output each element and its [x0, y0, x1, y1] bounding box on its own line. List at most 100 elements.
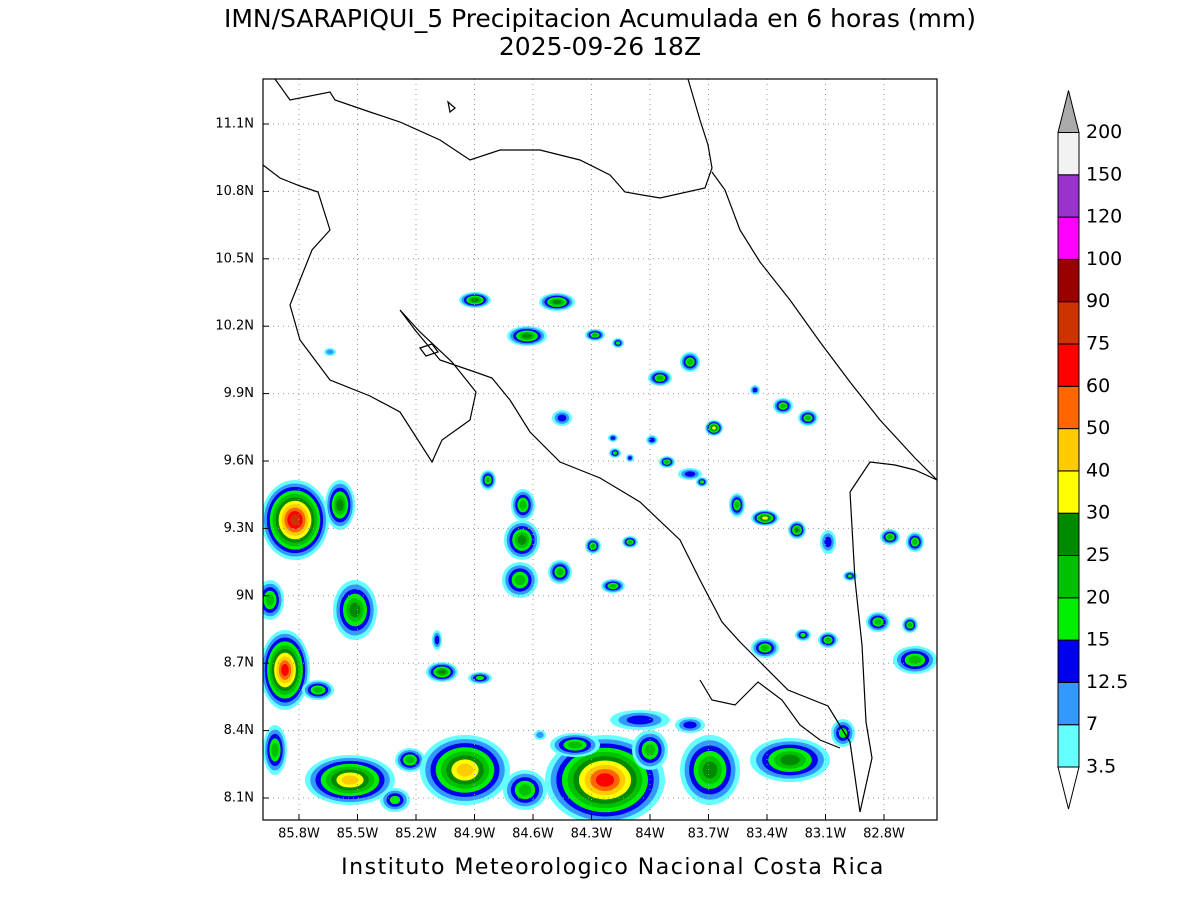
colorbar-label: 12.5: [1086, 671, 1128, 693]
lat-label: 11.1N: [215, 117, 254, 132]
precip-area: [595, 773, 615, 787]
lon-label: 84W: [635, 827, 665, 842]
precip-area: [434, 635, 440, 645]
precip-area: [610, 436, 616, 440]
colorbar-label: 60: [1086, 375, 1110, 397]
precip-area: [517, 535, 527, 545]
lon-label: 85.5W: [337, 827, 379, 842]
precip-area: [341, 775, 359, 785]
precip-area: [438, 669, 446, 675]
precip-area: [281, 663, 289, 677]
precip-area: [475, 675, 485, 681]
lat-label: 10.5N: [215, 251, 254, 266]
colorbar-box: [1057, 555, 1080, 599]
colorbar-label: 75: [1086, 333, 1110, 355]
credit: Instituto Meteorologico Nacional Costa R…: [341, 855, 885, 880]
precip-area: [687, 359, 693, 365]
graticule: 85.8W 85.5W 85.2W 84.9W 84.6W 84.3W 84W 83.7W 83…: [215, 79, 937, 842]
coastline: [711, 171, 937, 481]
coastlines: [263, 79, 937, 813]
colorbar-label: 120: [1086, 206, 1122, 228]
coastline: [263, 164, 861, 813]
colorbar-box: [1057, 343, 1080, 387]
lat-label: 8.1N: [224, 791, 254, 806]
precip-area: [794, 527, 800, 533]
precip-area: [271, 742, 279, 758]
lon-label: 85.8W: [278, 827, 320, 842]
lon-label: 84.3W: [571, 827, 613, 842]
precip-area: [734, 501, 740, 509]
precip-area: [485, 477, 491, 483]
precip-area: [761, 645, 769, 651]
precip-area: [874, 619, 882, 625]
colorbar-box: [1057, 258, 1080, 303]
precip-area: [838, 728, 848, 738]
colorbar-label: 3.5: [1086, 756, 1116, 778]
precip-area: [518, 784, 532, 796]
subtitle: 2025-09-26 18Z: [499, 32, 701, 61]
colorbar-over: [1057, 90, 1080, 133]
lon-label: 83.1W: [805, 827, 847, 842]
map-frame: [262, 78, 938, 821]
precip-area: [456, 763, 474, 777]
precip-area: [824, 536, 832, 548]
precip-area: [522, 333, 532, 339]
precip-area: [780, 754, 800, 766]
lat-label: 9.6N: [224, 454, 254, 469]
precip-area: [557, 414, 567, 422]
colorbar-box: [1057, 597, 1080, 641]
colorbar-label: 50: [1086, 417, 1110, 439]
precip-area: [699, 480, 705, 484]
colorbar-label: 25: [1086, 544, 1110, 566]
lake: [419, 100, 456, 357]
precip-area: [592, 333, 598, 337]
precip-area: [609, 584, 617, 588]
precip-area: [326, 349, 334, 355]
precip-area: [627, 540, 633, 544]
colorbar-box: [1057, 216, 1080, 260]
precip-area: [805, 415, 811, 421]
precip-area: [552, 299, 562, 305]
precip-area: [405, 756, 415, 764]
lat-label: 8.7N: [224, 656, 254, 671]
colorbar-label: 15: [1086, 629, 1110, 651]
colorbar-box: [1057, 681, 1080, 726]
colorbar-under: [1057, 766, 1080, 810]
precip-area: [567, 741, 583, 749]
lat-label: 9N: [236, 588, 254, 603]
precip-area: [712, 426, 716, 430]
precip-area: [825, 637, 831, 643]
coastline: [274, 79, 713, 199]
precip-area: [644, 744, 656, 756]
lat-label: 10.8N: [215, 184, 254, 199]
lon-label: 82.8W: [863, 827, 905, 842]
precip-area: [514, 574, 526, 586]
precip-area: [847, 574, 853, 578]
precip-area: [684, 471, 696, 477]
precip-area: [649, 437, 655, 443]
colorbar: 3.5 7 12.5 15 20 25 30 40 50 60 75 90 100 120 150 200: [1057, 90, 1128, 810]
precip-area: [536, 731, 544, 739]
colorbar-label: 100: [1086, 248, 1122, 270]
precip-area: [313, 687, 323, 693]
precip-area: [349, 602, 361, 618]
precip-area: [800, 632, 806, 638]
colorbar-label: 30: [1086, 502, 1110, 524]
precipitation-field: [263, 292, 937, 820]
precip-area: [612, 451, 618, 455]
precip-area: [908, 656, 922, 664]
colorbar-box: [1057, 132, 1080, 176]
precip-area: [907, 622, 913, 628]
precip-area: [762, 516, 768, 520]
precip-area: [656, 375, 664, 381]
colorbar-label: 40: [1086, 459, 1110, 481]
precip-area: [628, 456, 632, 460]
title: IMN/SARAPIQUI_5 Precipitacion Acumulada …: [224, 4, 976, 33]
lat-label: 10.2N: [215, 319, 254, 334]
precip-area: [389, 795, 401, 805]
precip-area: [290, 514, 300, 526]
lon-label: 84.6W: [512, 827, 554, 842]
colorbar-box: [1057, 301, 1080, 345]
colorbar-label: 20: [1086, 586, 1110, 608]
